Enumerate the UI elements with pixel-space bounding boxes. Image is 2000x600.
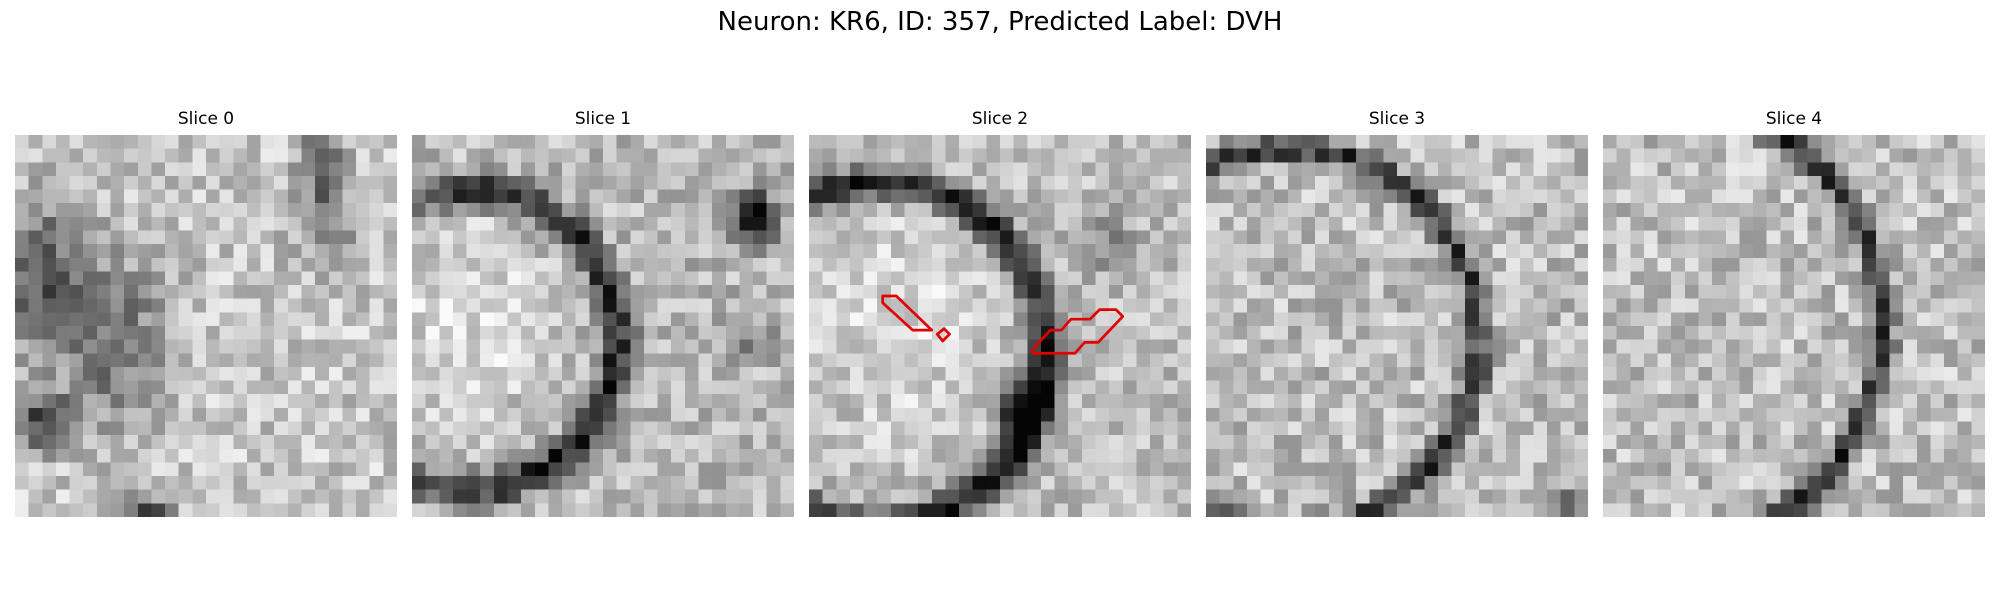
slice-image-0 [15,135,397,517]
slice-image-3 [1206,135,1588,517]
slice-title-3: Slice 3 [1368,109,1426,129]
slice-title-1: Slice 1 [574,109,632,129]
slice-image-2 [809,135,1191,517]
slice-title-4: Slice 4 [1765,109,1823,129]
slice-panel-1: Slice 1 [412,108,794,517]
slice-image-1 [412,135,794,517]
figure-suptitle: Neuron: KR6, ID: 357, Predicted Label: D… [717,7,1283,37]
roi-outline-left [881,294,934,332]
slice-image-4 [1603,135,1985,517]
slice-title-0: Slice 0 [177,109,235,129]
slice-title-2: Slice 2 [971,109,1029,129]
slice-panel-3: Slice 3 [1206,108,1588,517]
slice-panel-4: Slice 4 [1603,108,1985,517]
roi-outline-small [935,327,951,343]
slice-panel-2: Slice 2 [809,108,1191,517]
slice-panel-0: Slice 0 [15,108,397,517]
roi-outline-right [1031,308,1125,355]
